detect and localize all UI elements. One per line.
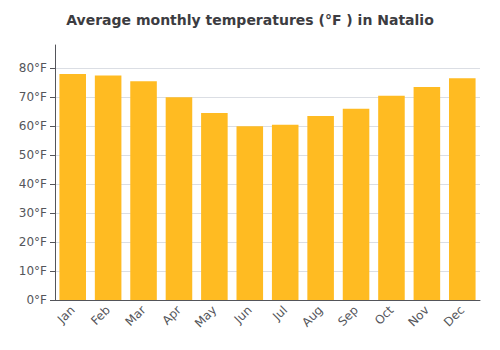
svg-text:Average monthly temperatures (: Average monthly temperatures (°F ) in Na… xyxy=(66,12,434,28)
svg-text:50°F: 50°F xyxy=(19,148,47,162)
svg-text:Apr: Apr xyxy=(159,303,184,328)
svg-text:Aug: Aug xyxy=(299,303,325,329)
svg-text:40°F: 40°F xyxy=(19,177,47,191)
svg-text:Dec: Dec xyxy=(441,303,467,329)
svg-text:60°F: 60°F xyxy=(19,119,47,133)
svg-text:30°F: 30°F xyxy=(19,206,47,220)
svg-text:0°F: 0°F xyxy=(26,293,47,307)
svg-text:10°F: 10°F xyxy=(19,264,47,278)
svg-text:20°F: 20°F xyxy=(19,235,47,249)
svg-text:Jan: Jan xyxy=(54,303,78,327)
svg-text:80°F: 80°F xyxy=(19,61,47,75)
svg-text:Feb: Feb xyxy=(88,303,113,328)
svg-text:Mar: Mar xyxy=(123,303,149,329)
svg-text:Sep: Sep xyxy=(335,303,361,329)
svg-text:70°F: 70°F xyxy=(19,90,47,104)
svg-text:May: May xyxy=(192,303,219,330)
svg-text:Nov: Nov xyxy=(405,303,431,329)
svg-text:Oct: Oct xyxy=(372,303,397,328)
svg-text:Jul: Jul xyxy=(269,303,290,324)
svg-text:Jun: Jun xyxy=(231,303,255,327)
